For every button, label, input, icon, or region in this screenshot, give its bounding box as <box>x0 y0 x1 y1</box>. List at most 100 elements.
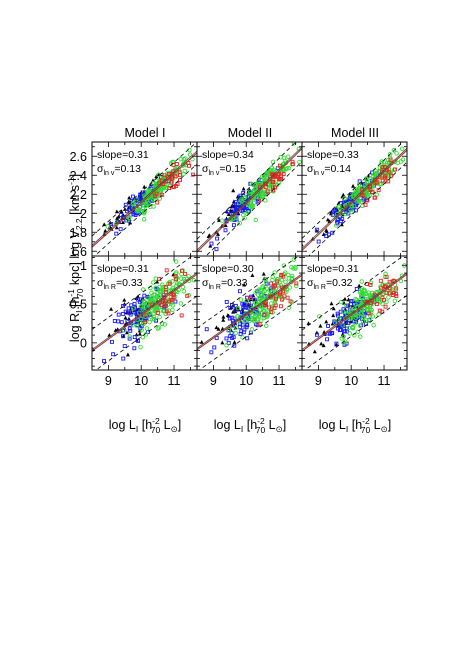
point <box>271 180 276 185</box>
point <box>170 307 175 313</box>
ticks <box>302 142 407 256</box>
point <box>269 309 274 314</box>
point <box>365 198 370 203</box>
point <box>125 319 130 324</box>
point <box>121 328 127 333</box>
y-tick-label: 1.8 <box>70 226 87 240</box>
slope-label: slope=0.31 <box>97 263 149 275</box>
point <box>294 283 299 289</box>
point <box>238 193 243 198</box>
x-axis-label-3: log LI [h-2 70 L⊙] <box>319 416 391 435</box>
point <box>370 190 375 194</box>
point <box>342 296 347 301</box>
point <box>127 207 131 212</box>
point <box>324 319 329 324</box>
point <box>306 341 311 346</box>
point <box>330 212 335 217</box>
point <box>333 223 339 228</box>
point <box>357 298 362 303</box>
point <box>120 220 125 225</box>
fit-line <box>302 149 407 251</box>
point <box>258 307 263 312</box>
point <box>153 185 158 190</box>
panel-1: 1.6 1.8 2 2.2 2.4 2.6 slope=0.31 σln v=0.13 <box>70 141 198 259</box>
point <box>149 290 154 296</box>
point <box>234 325 239 330</box>
point <box>160 192 165 197</box>
point <box>247 189 253 195</box>
point <box>140 334 146 340</box>
point <box>173 271 179 277</box>
point <box>354 312 359 318</box>
point <box>267 291 273 297</box>
point <box>224 218 229 223</box>
point <box>408 279 412 283</box>
slope-label: slope=0.31 <box>307 263 359 275</box>
point <box>316 239 321 244</box>
sigma-symbol: σ <box>97 163 104 175</box>
point <box>361 291 367 296</box>
point <box>257 321 262 326</box>
point <box>102 359 107 364</box>
point <box>178 301 184 306</box>
point <box>288 299 293 304</box>
point <box>241 330 246 335</box>
point <box>262 176 267 182</box>
point <box>215 232 220 236</box>
point <box>178 173 182 178</box>
point <box>226 209 231 214</box>
point <box>138 344 143 350</box>
point <box>109 306 114 311</box>
column-title-model-2: Model II <box>228 126 272 140</box>
point <box>119 320 124 325</box>
point <box>384 275 389 280</box>
point <box>238 289 242 294</box>
scatter-band-upper <box>302 256 404 331</box>
point <box>256 314 262 319</box>
point <box>152 194 157 199</box>
point <box>242 195 248 200</box>
sigma-subscript: ln v <box>208 170 219 177</box>
point <box>253 217 259 223</box>
scatter-label: σln v=0.13 <box>97 163 141 177</box>
scatter-band-lower <box>198 296 302 370</box>
point <box>277 163 282 168</box>
scatter-band-upper <box>197 142 297 240</box>
point <box>240 322 245 327</box>
point <box>208 243 213 248</box>
point <box>240 335 245 340</box>
point <box>263 276 269 282</box>
scatter-label: σln R=0.33 <box>97 277 143 291</box>
x-tick-label: 11 <box>168 374 181 388</box>
point <box>233 330 238 336</box>
point <box>170 176 174 181</box>
point <box>134 196 139 202</box>
point <box>343 302 349 308</box>
point <box>392 298 398 304</box>
point <box>356 182 362 187</box>
point <box>352 320 358 326</box>
point <box>380 292 385 297</box>
ticks <box>92 142 197 256</box>
column-title-model-1: Model I <box>125 126 166 140</box>
point <box>224 336 229 341</box>
point <box>275 279 280 284</box>
point <box>349 302 353 307</box>
scatter-band-lower <box>304 294 407 370</box>
point <box>281 289 286 294</box>
scatter-band-lower <box>308 161 407 256</box>
point <box>279 297 284 302</box>
point <box>359 199 364 205</box>
ticks <box>197 142 302 256</box>
point <box>342 195 347 201</box>
point <box>162 173 167 178</box>
point <box>324 234 329 239</box>
point <box>151 314 157 320</box>
point <box>256 298 262 304</box>
point <box>151 280 156 285</box>
point <box>355 329 361 335</box>
point <box>146 187 151 193</box>
x-tick-label: 10 <box>344 374 358 388</box>
point <box>283 279 288 284</box>
